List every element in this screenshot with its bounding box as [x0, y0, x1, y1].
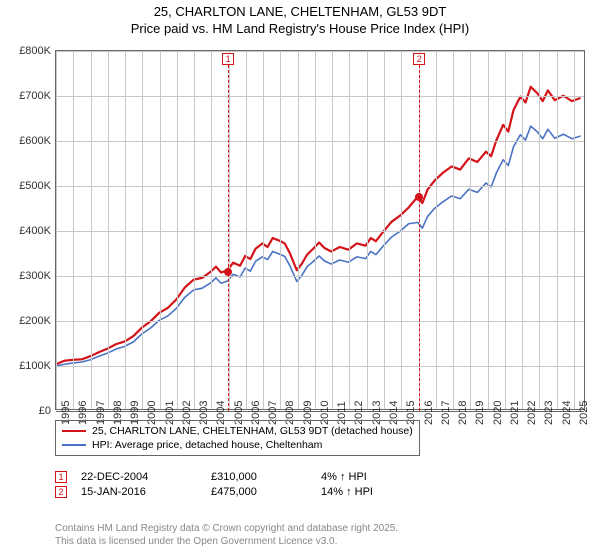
x-gridline — [453, 51, 454, 409]
transaction-delta: 4% ↑ HPI — [321, 471, 367, 483]
x-gridline — [436, 51, 437, 409]
legend-row: HPI: Average price, detached house, Chel… — [62, 438, 413, 452]
transactions-table: 1 22-DEC-2004£310,0004% ↑ HPI 2 15-JAN-2016… — [55, 468, 373, 501]
legend-swatch — [62, 430, 86, 433]
y-tick-label: £200K — [6, 315, 51, 327]
legend-box: 25, CHARLTON LANE, CHELTENHAM, GL53 9DT … — [55, 420, 420, 456]
transaction-row-marker: 2 — [55, 486, 67, 498]
transaction-price: £475,000 — [211, 486, 321, 498]
x-gridline — [557, 51, 558, 409]
footer-line2: This data is licensed under the Open Gov… — [55, 535, 398, 548]
x-gridline — [280, 51, 281, 409]
x-gridline — [470, 51, 471, 409]
x-gridline — [488, 51, 489, 409]
legend-row: 25, CHARLTON LANE, CHELTENHAM, GL53 9DT … — [62, 424, 413, 438]
x-gridline — [246, 51, 247, 409]
transaction-point — [224, 268, 232, 276]
transaction-marker-line — [419, 65, 420, 411]
y-tick-label: £600K — [6, 135, 51, 147]
legend-label: 25, CHARLTON LANE, CHELTENHAM, GL53 9DT … — [92, 425, 413, 437]
x-gridline — [574, 51, 575, 409]
transaction-date: 15-JAN-2016 — [81, 486, 211, 498]
transaction-row: 1 22-DEC-2004£310,0004% ↑ HPI — [55, 471, 373, 483]
y-tick-label: £500K — [6, 180, 51, 192]
series-line — [56, 87, 581, 364]
transaction-row-marker: 1 — [55, 471, 67, 483]
x-gridline — [349, 51, 350, 409]
x-gridline — [315, 51, 316, 409]
x-gridline — [263, 51, 264, 409]
y-tick-label: £100K — [6, 360, 51, 372]
x-gridline — [522, 51, 523, 409]
x-gridline — [73, 51, 74, 409]
x-gridline — [108, 51, 109, 409]
x-gridline — [211, 51, 212, 409]
transaction-point — [415, 193, 423, 201]
transaction-marker: 2 — [413, 53, 425, 65]
x-gridline — [401, 51, 402, 409]
y-tick-label: £700K — [6, 90, 51, 102]
y-tick-label: £400K — [6, 225, 51, 237]
x-gridline — [298, 51, 299, 409]
legend-swatch — [62, 444, 86, 446]
y-tick-label: £800K — [6, 45, 51, 57]
x-gridline — [177, 51, 178, 409]
x-gridline — [505, 51, 506, 409]
transaction-row: 2 15-JAN-2016£475,00014% ↑ HPI — [55, 486, 373, 498]
transaction-price: £310,000 — [211, 471, 321, 483]
footer-line1: Contains HM Land Registry data © Crown c… — [55, 522, 398, 535]
x-gridline — [194, 51, 195, 409]
transaction-marker-line — [228, 65, 229, 411]
title-line2: Price paid vs. HM Land Registry's House … — [0, 21, 600, 38]
x-gridline — [384, 51, 385, 409]
y-tick-label: £300K — [6, 270, 51, 282]
x-gridline — [160, 51, 161, 409]
transaction-marker: 1 — [222, 53, 234, 65]
chart-title: 25, CHARLTON LANE, CHELTENHAM, GL53 9DT … — [0, 0, 600, 38]
series-line — [56, 126, 581, 366]
footer-attribution: Contains HM Land Registry data © Crown c… — [55, 522, 398, 548]
x-gridline — [142, 51, 143, 409]
transaction-date: 22-DEC-2004 — [81, 471, 211, 483]
legend-label: HPI: Average price, detached house, Chel… — [92, 439, 322, 451]
x-gridline — [367, 51, 368, 409]
transaction-delta: 14% ↑ HPI — [321, 486, 373, 498]
x-gridline — [125, 51, 126, 409]
legend: 25, CHARLTON LANE, CHELTENHAM, GL53 9DT … — [55, 420, 585, 456]
y-tick-label: £0 — [6, 405, 51, 417]
x-gridline — [539, 51, 540, 409]
title-line1: 25, CHARLTON LANE, CHELTENHAM, GL53 9DT — [0, 4, 600, 21]
x-gridline — [332, 51, 333, 409]
x-gridline — [91, 51, 92, 409]
x-gridline — [56, 51, 57, 409]
price-chart: £0£100K£200K£300K£400K£500K£600K£700K£80… — [55, 50, 585, 410]
